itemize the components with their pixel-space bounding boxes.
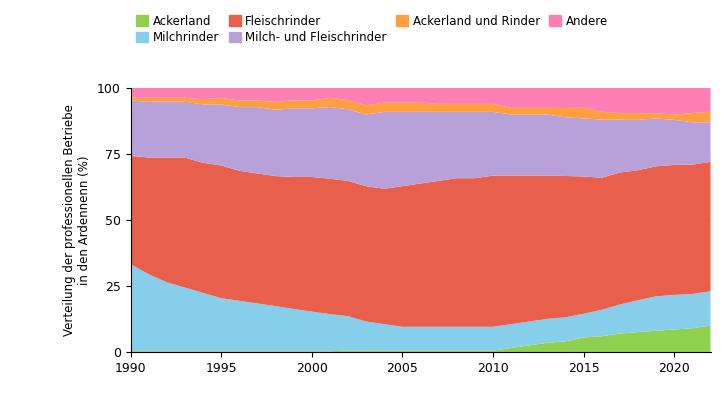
Y-axis label: Verteilung der professionellen Betriebe
in den Ardennenn (%): Verteilung der professionellen Betriebe … xyxy=(63,104,91,336)
Legend: Ackerland, Milchrinder, Fleischrinder, Milch- und Fleischrinder, Ackerland und R: Ackerland, Milchrinder, Fleischrinder, M… xyxy=(136,15,608,44)
